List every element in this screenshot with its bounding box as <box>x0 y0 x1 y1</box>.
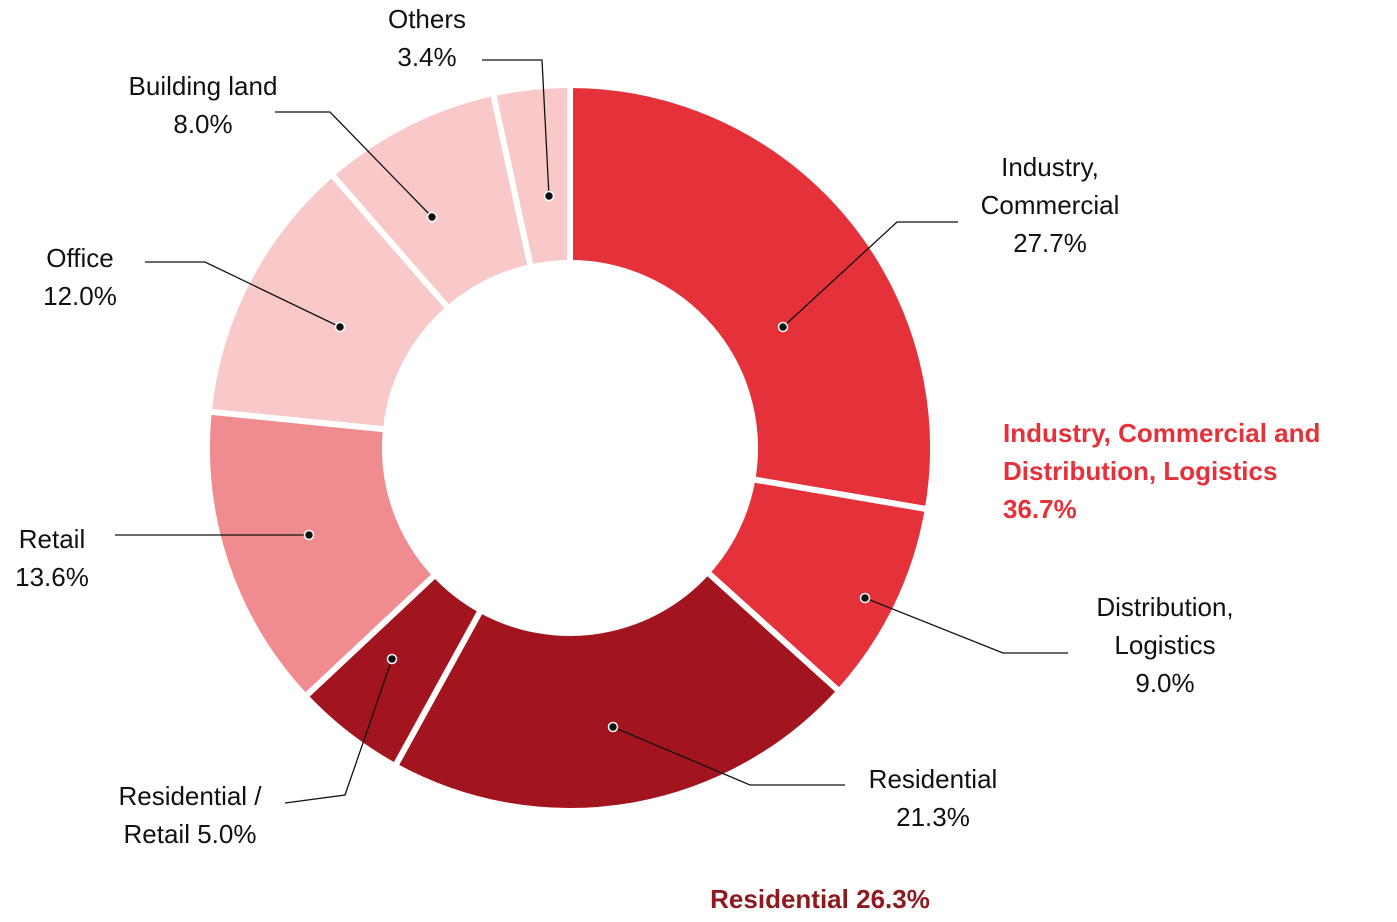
slice-label: Industry, Commercial 27.7% <box>965 148 1135 262</box>
leader-line <box>482 59 550 197</box>
category-label: Industry, Commercial <box>980 152 1120 220</box>
group-value: 36.7% <box>1003 494 1077 524</box>
leader-line <box>284 658 393 804</box>
leader-dot <box>543 190 555 202</box>
slice <box>489 81 573 271</box>
value-label: 3.4% <box>397 42 457 72</box>
leader-dot <box>386 653 398 665</box>
slice-label: Distribution, Logistics 9.0% <box>1075 588 1255 702</box>
category-label: Distribution, Logistics <box>1096 592 1234 660</box>
value-label: 5.0% <box>197 819 257 849</box>
slice-label: Building land 8.0% <box>103 67 303 143</box>
value-label: 13.6% <box>15 562 89 592</box>
leader-dot <box>426 211 438 223</box>
group-name: Residential <box>710 884 849 914</box>
slice-label: Retail 13.6% <box>0 520 107 596</box>
group-value: 26.3% <box>856 884 930 914</box>
value-label: 21.3% <box>896 802 970 832</box>
leader-line <box>612 726 845 786</box>
category-label: Retail <box>18 524 86 554</box>
group-name: Industry, Commercial and Distribution, L… <box>1003 418 1321 486</box>
slice <box>391 567 844 814</box>
slice-label: Office 12.0% <box>15 239 145 315</box>
leader-line <box>275 111 433 218</box>
leader-line <box>864 597 1068 654</box>
slice <box>567 81 936 513</box>
value-label: 12.0% <box>43 281 117 311</box>
leader-dot <box>777 321 789 333</box>
slice <box>204 408 440 701</box>
slice <box>205 169 453 433</box>
category-label: Residential / Retail <box>118 781 262 849</box>
category-label: Others <box>387 4 467 34</box>
slice-label: Residential / Retail 5.0% <box>90 777 290 853</box>
leader-line <box>782 221 958 328</box>
category-label: Building land <box>128 71 278 101</box>
leader-dot <box>334 321 346 333</box>
slice-label: Others 3.4% <box>367 0 487 76</box>
leader-line <box>145 261 341 328</box>
category-label: Residential <box>868 764 998 794</box>
slice-label: Residential 21.3% <box>833 760 1033 836</box>
group-label: Residential 26.3% <box>620 880 1020 918</box>
leader-dot <box>607 721 619 733</box>
value-label: 27.7% <box>1013 228 1087 258</box>
leader-dot <box>859 592 871 604</box>
value-label: 8.0% <box>173 109 233 139</box>
value-label: 9.0% <box>1135 668 1195 698</box>
category-label: Office <box>46 243 114 273</box>
group-label: Industry, Commercial and Distribution, L… <box>1003 414 1395 528</box>
leader-dot <box>303 529 315 541</box>
